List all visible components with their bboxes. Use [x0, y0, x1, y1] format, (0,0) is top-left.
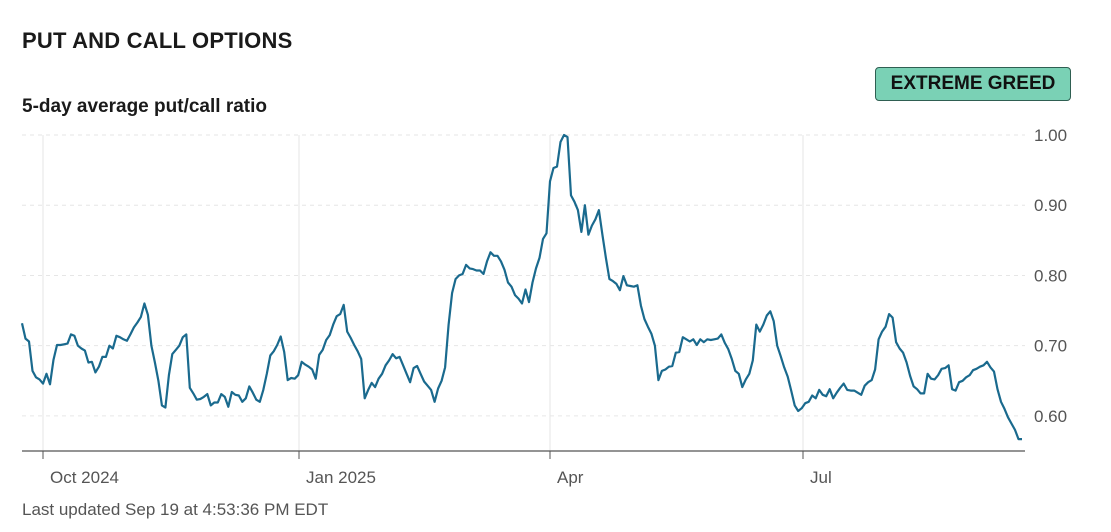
y-tick-label: 0.80 — [1034, 266, 1067, 285]
grid — [22, 134, 1025, 451]
last-updated: Last updated Sep 19 at 4:53:36 PM EDT — [22, 500, 329, 519]
series-line — [20, 133, 1022, 441]
x-tick-label: Oct 2024 — [50, 468, 119, 487]
x-tick-label: Jul — [810, 468, 832, 487]
chart-title: PUT AND CALL OPTIONS — [22, 28, 293, 53]
y-tick-label: 0.60 — [1034, 407, 1067, 426]
y-tick-label: 0.70 — [1034, 337, 1067, 356]
y-tick-label: 1.00 — [1034, 126, 1067, 145]
x-tick-label: Jan 2025 — [306, 468, 376, 487]
y-tick-label: 0.90 — [1034, 196, 1067, 215]
sentiment-badge: EXTREME GREED — [875, 67, 1071, 101]
x-tick-label: Apr — [557, 468, 584, 487]
x-axis-ticks: Oct 2024 Jan 2025 Apr Jul — [42, 451, 832, 487]
y-axis-ticks: 1.00 0.90 0.80 0.70 0.60 — [1034, 126, 1067, 426]
chart-subtitle: 5-day average put/call ratio — [22, 96, 267, 117]
